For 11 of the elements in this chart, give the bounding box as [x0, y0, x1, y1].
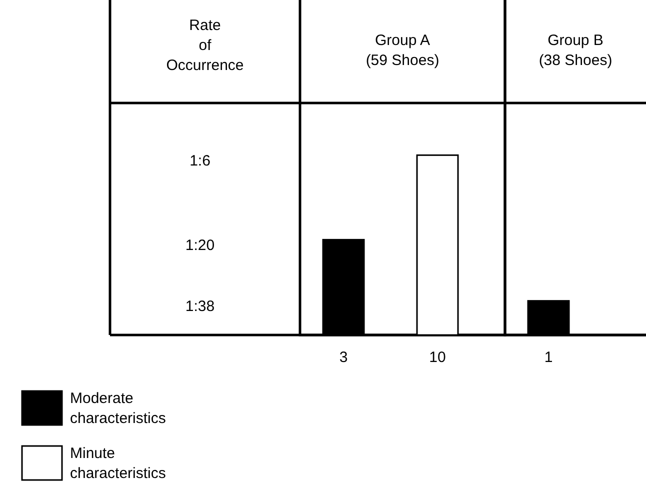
x-tick-label: Group B (38 Shoes): [538, 32, 612, 69]
text: 3: [339, 349, 348, 366]
text: 10: [429, 349, 446, 366]
text: 1:20: [185, 236, 215, 254]
legend-label: Minute characteristics: [70, 445, 166, 482]
legend-label: Moderate characteristics: [70, 390, 166, 427]
text: 1:6: [190, 152, 210, 170]
y-axis-title: Rate of Occurrence: [166, 17, 244, 74]
x-tick-label: Group A (59 Shoes): [366, 32, 440, 69]
text: 1:38: [185, 298, 215, 316]
text: 1: [544, 349, 553, 366]
